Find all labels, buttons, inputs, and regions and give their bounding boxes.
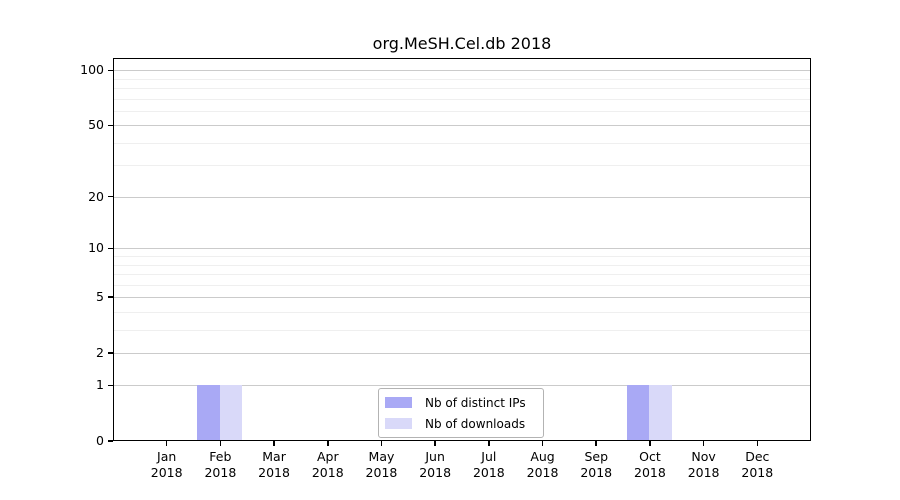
- plot-area: Nb of distinct IPs Nb of downloads: [113, 58, 811, 441]
- y-tick-label: 20: [88, 188, 104, 204]
- gridline-major: [113, 125, 811, 127]
- x-tick-year: 2018: [687, 464, 720, 480]
- x-axis-tick: [165, 441, 168, 446]
- x-tick-year: 2018: [580, 464, 613, 480]
- y-tick-label: 0: [96, 433, 104, 448]
- x-tick-label: Apr 2018: [298, 449, 358, 480]
- x-tick-year: 2018: [419, 464, 452, 480]
- y-axis-tick: [108, 296, 113, 298]
- chart-title: org.MeSH.Cel.db 2018: [372, 34, 552, 53]
- y-axis-tick: [108, 247, 113, 250]
- y-tick-label: 10: [88, 240, 104, 256]
- x-tick-month: Jun: [425, 449, 445, 464]
- legend: Nb of distinct IPs Nb of downloads: [378, 388, 544, 438]
- x-tick-label: Dec 2018: [727, 449, 787, 480]
- y-axis-tick: [108, 195, 113, 198]
- gridline-minor: [113, 88, 811, 90]
- x-tick-label: Sep 2018: [566, 449, 626, 480]
- x-tick-month: Jul: [481, 449, 497, 464]
- gridline-minor: [113, 142, 811, 144]
- x-axis-tick: [219, 441, 222, 446]
- bar-distinct-ips: [197, 385, 220, 441]
- gridline-minor: [113, 311, 811, 313]
- bar-downloads: [219, 385, 243, 441]
- gridline-minor: [113, 165, 811, 167]
- legend-swatch-distinct-ips: [385, 397, 412, 408]
- gridline-minor: [113, 98, 811, 100]
- gridline-minor: [113, 78, 811, 80]
- x-tick-label: Jul 2018: [459, 449, 519, 480]
- gridline-minor: [113, 329, 811, 331]
- bar-distinct-ips: [626, 385, 650, 441]
- x-tick-label: Mar 2018: [244, 449, 304, 480]
- x-axis-tick: [595, 441, 597, 446]
- y-tick-label: 5: [96, 289, 104, 305]
- x-tick-label: Aug 2018: [513, 449, 573, 480]
- gridline-major: [113, 196, 811, 198]
- plot-border: [113, 58, 811, 441]
- x-tick-year: 2018: [311, 464, 344, 480]
- x-tick-year: 2018: [526, 464, 559, 480]
- y-axis-tick: [108, 124, 113, 127]
- y-axis-tick: [108, 69, 113, 72]
- gridline-minor: [113, 274, 811, 276]
- x-tick-month: Sep: [584, 449, 608, 464]
- gridline-major: [113, 70, 811, 72]
- x-tick-month: Oct: [639, 449, 661, 464]
- y-tick-label: 1: [96, 377, 104, 393]
- x-tick-month: Dec: [745, 449, 770, 464]
- legend-label-distinct-ips: Nb of distinct IPs: [425, 395, 526, 410]
- x-tick-year: 2018: [634, 464, 666, 480]
- x-tick-year: 2018: [365, 464, 398, 480]
- y-axis-tick: [108, 352, 113, 354]
- y-tick-label: 50: [88, 117, 104, 133]
- y-tick-label: 100: [80, 62, 104, 78]
- x-tick-label: Oct 2018: [620, 449, 680, 480]
- x-axis-tick: [488, 441, 490, 446]
- x-tick-label: Jan 2018: [137, 449, 197, 480]
- x-tick-month: Mar: [262, 449, 286, 464]
- x-tick-label: Jun 2018: [405, 449, 465, 480]
- gridline-major: [113, 297, 811, 299]
- gridline-minor: [113, 110, 811, 112]
- x-tick-year: 2018: [258, 464, 290, 480]
- gridline-minor: [113, 264, 811, 266]
- x-tick-month: Feb: [209, 449, 232, 464]
- x-tick-month: Nov: [691, 449, 716, 464]
- y-axis-tick: [108, 384, 113, 387]
- x-tick-year: 2018: [150, 464, 183, 480]
- x-axis-tick: [327, 441, 329, 446]
- gridline-major: [113, 385, 811, 387]
- x-axis-tick: [434, 441, 436, 446]
- x-tick-month: May: [368, 449, 395, 464]
- legend-row-downloads: Nb of downloads: [385, 413, 535, 434]
- bar-downloads: [649, 385, 672, 441]
- x-tick-year: 2018: [472, 464, 505, 480]
- gridline-major: [113, 352, 811, 354]
- legend-swatch-downloads: [385, 418, 412, 429]
- x-axis-tick: [273, 441, 275, 446]
- legend-row-distinct-ips: Nb of distinct IPs: [385, 392, 535, 413]
- x-tick-year: 2018: [204, 464, 237, 480]
- x-axis-tick: [649, 441, 651, 446]
- x-axis-tick: [702, 441, 705, 446]
- x-axis-tick: [541, 441, 544, 446]
- x-tick-month: Aug: [530, 449, 555, 464]
- x-tick-label: Nov 2018: [674, 449, 734, 480]
- y-axis-tick: [108, 440, 113, 442]
- x-axis-tick: [380, 441, 383, 446]
- gridline-minor: [113, 256, 811, 258]
- gridline-minor: [113, 284, 811, 286]
- legend-label-downloads: Nb of downloads: [425, 416, 526, 431]
- y-tick-label: 2: [96, 344, 104, 360]
- x-axis-tick: [756, 441, 759, 446]
- x-tick-month: Jan: [157, 449, 177, 464]
- x-tick-year: 2018: [741, 464, 774, 480]
- x-tick-month: Apr: [316, 449, 339, 464]
- x-tick-label: Feb 2018: [190, 449, 250, 480]
- gridline-major: [113, 248, 811, 250]
- x-tick-label: May 2018: [351, 449, 411, 480]
